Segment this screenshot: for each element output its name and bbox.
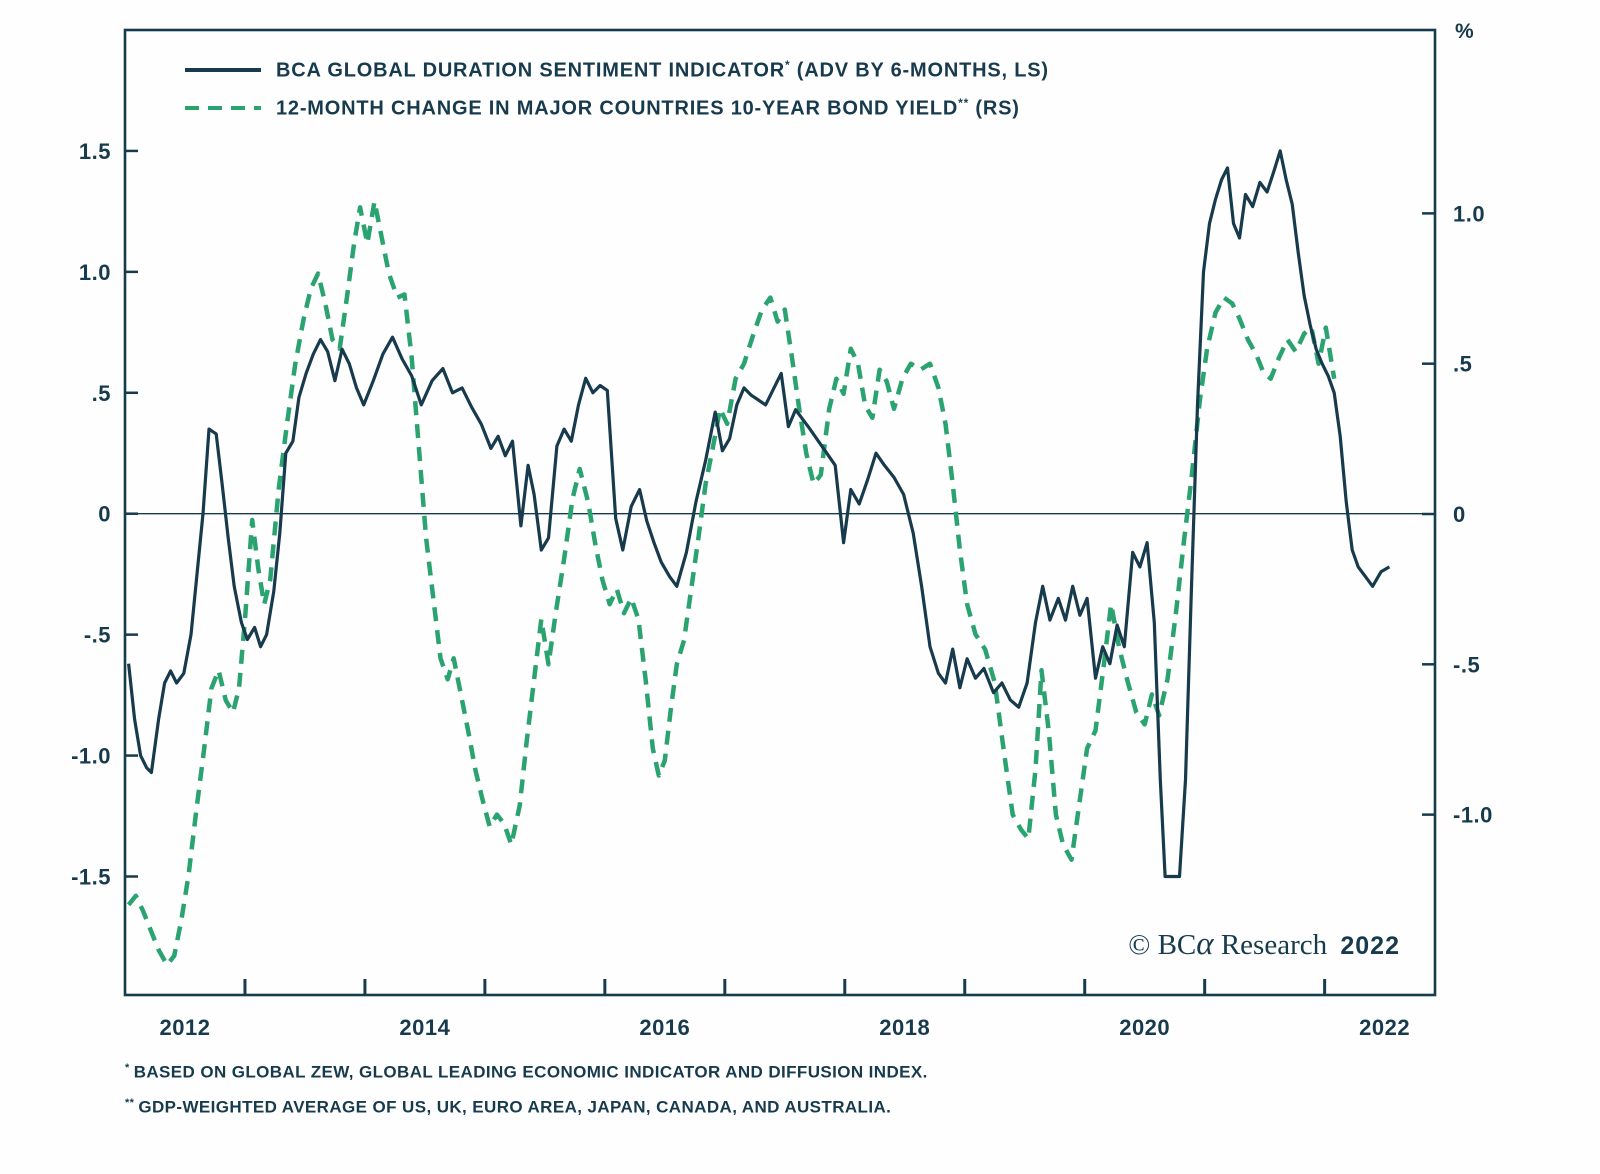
legend-text: 12-MONTH CHANGE IN MAJOR COUNTRIES 10-YE… <box>276 97 959 120</box>
sentiment-line <box>127 149 1391 879</box>
x-axis-label: 2016 <box>639 1015 690 1040</box>
footnotes: * BASED ON GLOBAL ZEW, GLOBAL LEADING ECO… <box>125 1053 928 1122</box>
copyright-symbol: © BC <box>1128 929 1197 961</box>
plot-border <box>123 28 1437 997</box>
x-axis-label: 2020 <box>1119 1015 1170 1040</box>
legend-label-bond-yield: 12-MONTH CHANGE IN MAJOR COUNTRIES 10-YE… <box>276 96 1020 121</box>
left-axis-label: 1.5 <box>79 139 111 164</box>
copyright-alpha-glyph: α <box>1196 926 1214 962</box>
left-axis-label: -.5 <box>84 623 111 648</box>
left-axis-label: -1.5 <box>71 864 111 889</box>
bond-yield-line <box>126 199 1337 968</box>
footnote-1-text: BASED ON GLOBAL ZEW, GLOBAL LEADING ECON… <box>133 1062 928 1082</box>
legend-text-suffix: (ADV BY 6-MONTHS, LS) <box>790 59 1049 82</box>
legend-label-sentiment: BCA GLOBAL DURATION SENTIMENT INDICATOR*… <box>276 58 1049 83</box>
legend-dashed-line-swatch <box>185 105 261 111</box>
left-axis-label: .5 <box>92 381 111 406</box>
x-axis-label: 2012 <box>160 1015 211 1040</box>
footnote-2-marker: ** <box>125 1096 135 1109</box>
left-axis-label: 1.0 <box>79 260 111 285</box>
chart-legend: BCA GLOBAL DURATION SENTIMENT INDICATOR*… <box>185 57 1049 133</box>
legend-item-bond-yield: 12-MONTH CHANGE IN MAJOR COUNTRIES 10-YE… <box>185 95 1049 121</box>
footnote-2-text: GDP-WEIGHTED AVERAGE OF US, UK, EURO ARE… <box>138 1097 892 1117</box>
right-axis-label: -1.0 <box>1453 803 1493 828</box>
right-axis-label: .5 <box>1453 352 1472 377</box>
legend-solid-line-swatch <box>185 68 261 72</box>
copyright: © BCα Research 2022 <box>1128 926 1400 963</box>
footnote-1: * BASED ON GLOBAL ZEW, GLOBAL LEADING ECO… <box>125 1053 928 1088</box>
right-axis-label: -.5 <box>1453 652 1480 677</box>
left-axis-label: 0 <box>98 502 111 527</box>
footnote-2: ** GDP-WEIGHTED AVERAGE OF US, UK, EURO A… <box>125 1088 928 1123</box>
legend-asterisk: * <box>784 57 791 72</box>
copyright-year: 2022 <box>1340 932 1400 960</box>
legend-item-sentiment: BCA GLOBAL DURATION SENTIMENT INDICATOR*… <box>185 57 1049 83</box>
right-axis-label: 1.0 <box>1453 201 1485 226</box>
x-axis-label: 2014 <box>399 1015 450 1040</box>
left-axis-label: -1.0 <box>71 744 111 769</box>
right-axis-unit-label: % <box>1455 20 1474 43</box>
x-axis-label: 2018 <box>879 1015 930 1040</box>
x-axis-label: 2022 <box>1359 1015 1410 1040</box>
legend-text: BCA GLOBAL DURATION SENTIMENT INDICATOR <box>276 59 785 82</box>
right-axis-label: 0 <box>1453 502 1466 527</box>
footnote-1-marker: * <box>125 1062 130 1074</box>
legend-text-suffix: (RS) <box>969 97 1020 120</box>
copyright-brand: Research <box>1213 929 1335 961</box>
legend-asterisk: ** <box>958 95 970 110</box>
